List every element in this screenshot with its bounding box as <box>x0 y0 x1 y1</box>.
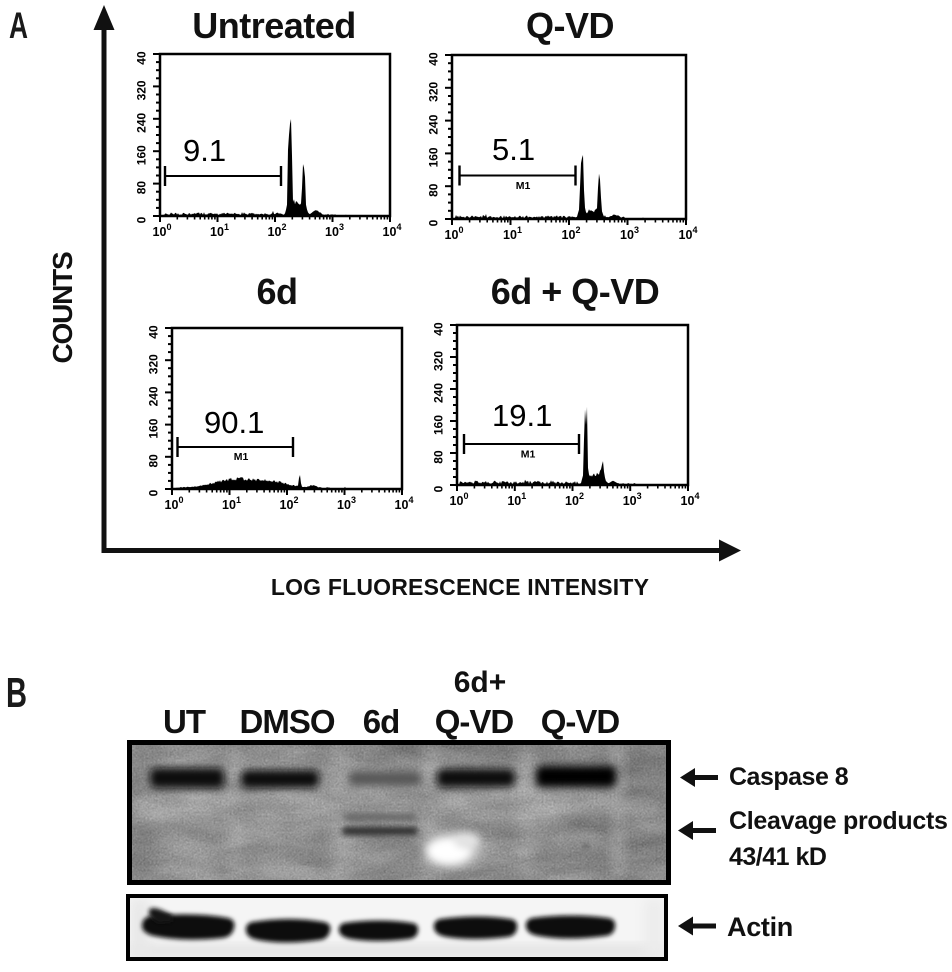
svg-text:6d: 6d <box>256 271 297 312</box>
svg-text:Caspase 8: Caspase 8 <box>729 763 849 791</box>
svg-text:320: 320 <box>135 80 149 100</box>
svg-text:Untreated: Untreated <box>192 5 356 46</box>
svg-text:LOG FLUORESCENCE INTENSITY: LOG FLUORESCENCE INTENSITY <box>271 574 649 600</box>
svg-text:240: 240 <box>135 112 149 132</box>
svg-text:80: 80 <box>432 450 446 464</box>
svg-text:80: 80 <box>147 454 161 468</box>
svg-text:UT: UT <box>163 703 206 740</box>
svg-text:160: 160 <box>147 418 161 438</box>
svg-text:160: 160 <box>135 145 149 165</box>
svg-text:160: 160 <box>427 147 441 167</box>
svg-text:320: 320 <box>427 81 441 101</box>
svg-text:Q-VD: Q-VD <box>526 5 614 46</box>
svg-text:9.1: 9.1 <box>183 133 226 168</box>
svg-text:160: 160 <box>432 415 446 435</box>
svg-text:240: 240 <box>427 114 441 134</box>
svg-text:6d + Q-VD: 6d + Q-VD <box>491 271 660 312</box>
svg-text:43/41 kD: 43/41 kD <box>729 843 826 871</box>
svg-text:40: 40 <box>147 325 161 339</box>
svg-text:240: 240 <box>432 383 446 403</box>
svg-text:M1: M1 <box>521 449 536 461</box>
svg-text:Cleavage products: Cleavage products <box>729 807 948 835</box>
svg-text:B: B <box>6 669 27 716</box>
svg-text:Q-VD: Q-VD <box>541 703 620 740</box>
svg-text:40: 40 <box>427 52 441 66</box>
svg-text:A: A <box>9 5 28 46</box>
svg-text:6d+: 6d+ <box>454 666 507 699</box>
svg-text:90.1: 90.1 <box>204 405 264 440</box>
svg-text:0: 0 <box>147 489 161 496</box>
svg-text:Q-VD: Q-VD <box>435 703 514 740</box>
svg-text:COUNTS: COUNTS <box>47 252 78 364</box>
svg-text:40: 40 <box>135 51 149 65</box>
svg-text:DMSO: DMSO <box>240 703 335 740</box>
svg-text:320: 320 <box>147 354 161 374</box>
svg-text:0: 0 <box>432 485 446 492</box>
svg-text:Actin: Actin <box>727 912 793 942</box>
svg-text:0: 0 <box>427 219 441 226</box>
svg-text:240: 240 <box>147 386 161 406</box>
svg-text:M1: M1 <box>516 180 531 192</box>
svg-text:80: 80 <box>135 181 149 195</box>
svg-text:6d: 6d <box>363 703 400 740</box>
svg-text:0: 0 <box>135 216 149 223</box>
svg-text:40: 40 <box>432 322 446 336</box>
svg-text:5.1: 5.1 <box>492 132 535 167</box>
svg-text:80: 80 <box>427 183 441 197</box>
svg-text:320: 320 <box>432 351 446 371</box>
svg-text:M1: M1 <box>234 451 249 463</box>
svg-text:19.1: 19.1 <box>492 398 552 433</box>
